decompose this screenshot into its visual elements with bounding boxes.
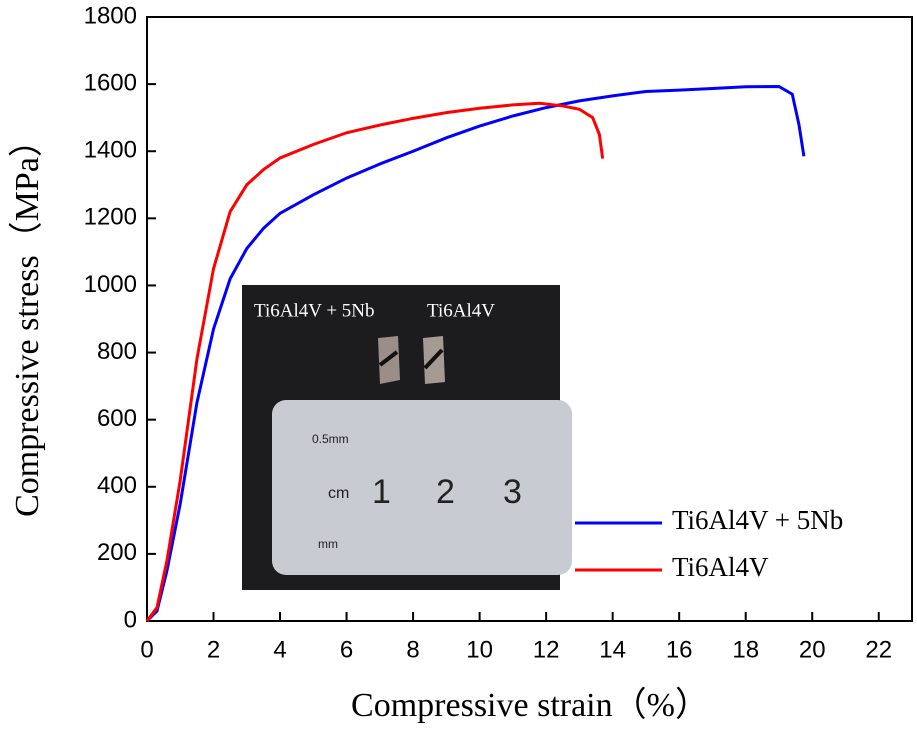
x-tick-label: 0 <box>140 636 153 663</box>
y-tick-label: 1000 <box>84 271 137 298</box>
x-tick-label: 20 <box>799 636 826 663</box>
ruler-text: 1 <box>372 473 391 511</box>
y-axis-label: Compressive stress（MPa） <box>8 123 46 517</box>
ruler-text: 0.5mm <box>312 432 349 446</box>
x-tick-label: 2 <box>207 636 220 663</box>
x-axis-label: Compressive strain（%） <box>351 686 709 724</box>
crack <box>423 348 444 370</box>
y-tick-label: 1200 <box>84 204 137 231</box>
ruler-text: 3 <box>503 473 522 511</box>
legend-label: Ti6Al4V + 5Nb <box>672 505 843 535</box>
y-tick-label: 1600 <box>84 69 137 96</box>
inset-label: Ti6Al4V + 5Nb <box>254 300 375 321</box>
ruler <box>272 400 572 575</box>
x-tick-label: 4 <box>273 636 286 663</box>
y-tick-label: 0 <box>124 606 137 633</box>
series-line <box>145 84 806 623</box>
ruler-text: cm <box>328 485 349 502</box>
y-tick-label: 200 <box>97 539 137 566</box>
x-tick-label: 10 <box>466 636 493 663</box>
crack <box>378 350 399 367</box>
y-tick-label: 1800 <box>84 2 137 29</box>
x-tick-label: 16 <box>666 636 693 663</box>
x-tick-label: 6 <box>340 636 353 663</box>
series-line <box>145 101 605 622</box>
inset-label: Ti6Al4V <box>427 300 495 321</box>
inset-photo: Ti6Al4V + 5Nb Ti6Al4V 0.5mm cm 1 2 3 mm <box>242 285 572 590</box>
y-tick-label: 400 <box>97 472 137 499</box>
ruler-text: mm <box>318 537 338 551</box>
y-tick-label: 600 <box>97 405 137 432</box>
y-tick-label: 800 <box>97 338 137 365</box>
x-tick-label: 14 <box>599 636 626 663</box>
plot-frame <box>146 16 913 622</box>
x-tick-label: 22 <box>865 636 892 663</box>
x-tick-label: 12 <box>533 636 560 663</box>
x-tick-label: 8 <box>406 636 419 663</box>
ruler-text: 2 <box>436 473 455 511</box>
x-tick-label: 18 <box>732 636 759 663</box>
y-tick-label: 1400 <box>84 137 137 164</box>
legend-label: Ti6Al4V <box>672 552 769 582</box>
